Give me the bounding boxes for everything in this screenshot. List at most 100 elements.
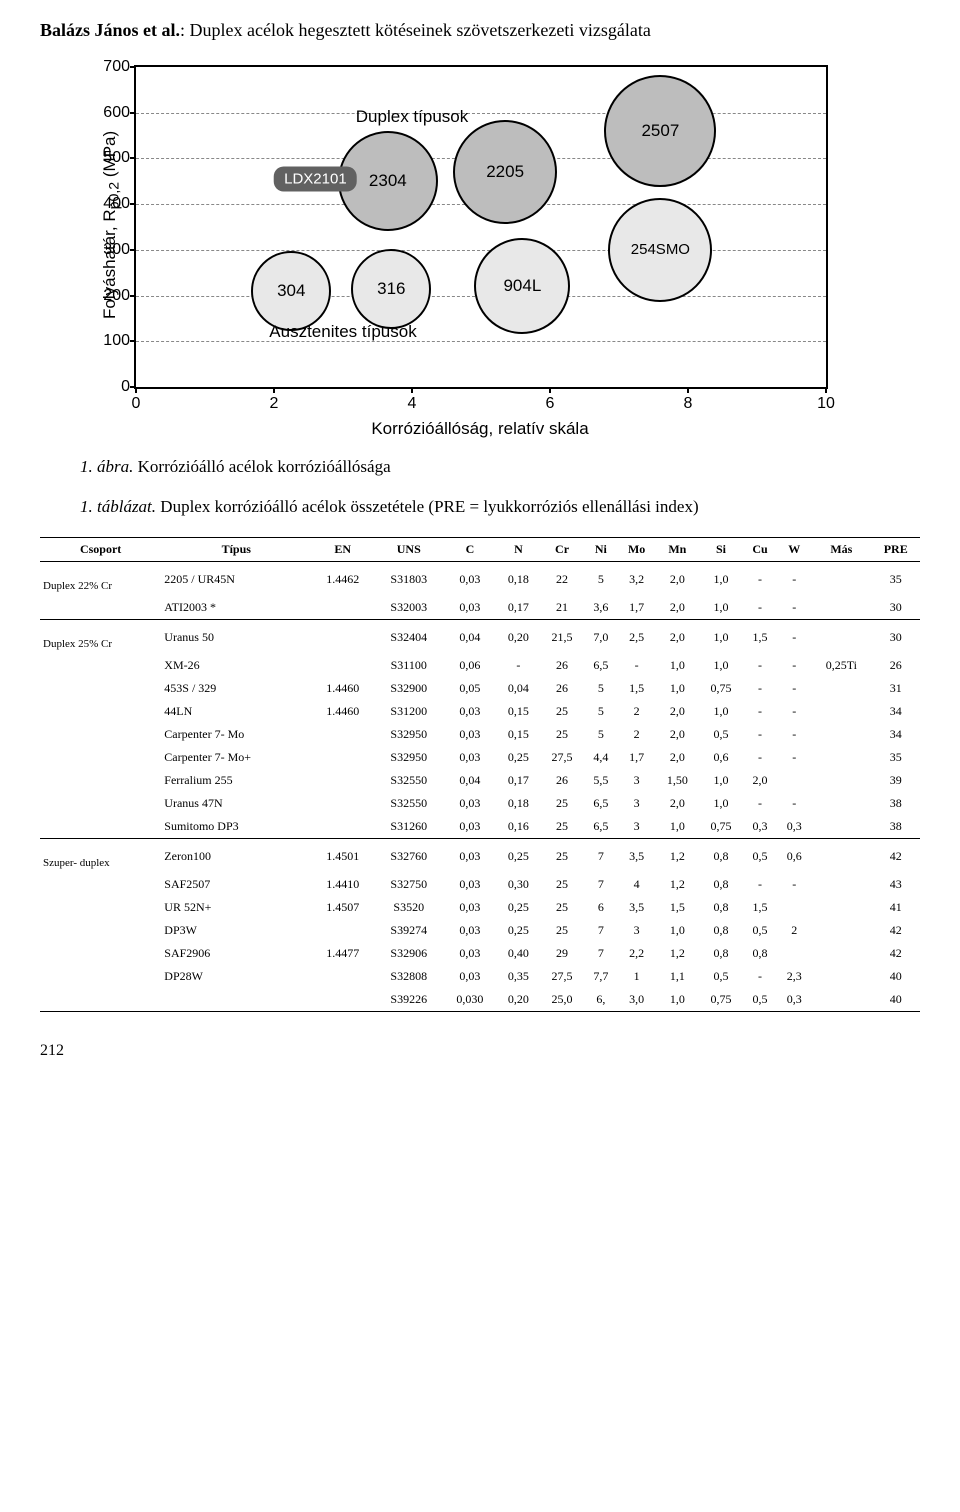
table-cell: 1,7 [618,596,656,620]
table-cell: 26 [540,677,584,700]
table-cell: 0,03 [443,792,496,815]
table-cell [40,677,161,700]
table-cell: 3 [618,919,656,942]
table-cell: 0,25 [497,896,541,919]
table-row: Sumitomo DP3S312600,030,16256,531,00,750… [40,815,920,839]
table-cell [311,620,374,655]
table-cell [811,677,871,700]
x-tick-mark [687,387,689,393]
x-tick-mark [273,387,275,393]
table-cell: 0,16 [497,815,541,839]
table-cell: 5 [584,562,618,597]
table-cell: 42 [871,942,920,965]
table-cell: 0,8 [699,896,743,919]
table-cell: 0,03 [443,896,496,919]
x-tick-mark [411,387,413,393]
table-cell [777,942,811,965]
table-cell [40,873,161,896]
table-cell: 3 [618,792,656,815]
header-authors: Balázs János et al. [40,20,180,40]
table-cell [40,596,161,620]
table-cell: - [777,723,811,746]
table-cell: S32003 [374,596,443,620]
table-cell: 1,0 [699,654,743,677]
table-row: ATI2003 *S320030,030,17213,61,72,01,0--3… [40,596,920,620]
table-row: Uranus 47NS325500,030,18256,532,01,0--38 [40,792,920,815]
table-cell [40,792,161,815]
table-cell: 0,25 [497,839,541,874]
x-tick-label: 8 [684,395,693,413]
table-cell: 1,0 [656,677,700,700]
table-cell: 0,05 [443,677,496,700]
table-cell: 30 [871,620,920,655]
table-row: UR 52N+1.4507S35200,030,252563,51,50,81,… [40,896,920,919]
table-cell: - [497,654,541,677]
table-cell: 0,03 [443,815,496,839]
table-cell: S3520 [374,896,443,919]
table-cell: 7 [584,919,618,942]
table-cell: 40 [871,965,920,988]
table-cell [40,723,161,746]
table-cell: 1.4460 [311,677,374,700]
table-cell: S31200 [374,700,443,723]
table-cell: 0,5 [699,723,743,746]
chart-annotation: Ausztenites típusok [269,322,416,342]
table-cell: 0,03 [443,723,496,746]
table-cell: Zeron100 [161,839,311,874]
table-cell: 2,0 [656,792,700,815]
table-cell: 0,3 [777,815,811,839]
table-cell: 0,6 [777,839,811,874]
table-cell: S32550 [374,769,443,792]
table-cell [40,654,161,677]
table-cell: 42 [871,919,920,942]
table-cell: 5 [584,723,618,746]
table-cell: 0,20 [497,988,541,1012]
table-cell: - [743,746,778,769]
table-cell [40,769,161,792]
table-cell: 21,5 [540,620,584,655]
table-cell: 26 [871,654,920,677]
table-cell: 0,03 [443,942,496,965]
table-cell [311,596,374,620]
table-row: 44LN1.4460S312000,030,1525522,01,0--34 [40,700,920,723]
table-cell: 2,0 [656,746,700,769]
table-cell: 21 [540,596,584,620]
table-cell [811,746,871,769]
page-number: 212 [40,1042,920,1060]
table-cell: 1.4462 [311,562,374,597]
table-cell: 0,25Ti [811,654,871,677]
table-cell: - [743,562,778,597]
col-header: Típus [161,538,311,562]
table-cell: 3,5 [618,839,656,874]
y-tick-label: 100 [90,332,130,350]
table-cell: 27,5 [540,965,584,988]
table-cell [811,815,871,839]
table-cell: S32950 [374,746,443,769]
x-tick-mark [135,387,137,393]
table-cell: 2 [618,723,656,746]
table-cell: - [777,873,811,896]
table-cell [311,746,374,769]
table-cell [811,620,871,655]
table-cell: - [743,873,778,896]
y-tick-label: 700 [90,58,130,76]
table-cell: Szuper- duplex [40,839,161,874]
table-cell: S32750 [374,873,443,896]
table-cell [811,562,871,597]
table-cell: 1,5 [743,620,778,655]
table-cell [811,873,871,896]
table-cell: - [743,792,778,815]
table-cell: SAF2906 [161,942,311,965]
table-cell: 5 [584,677,618,700]
table-cell [811,919,871,942]
y-tick-label: 300 [90,241,130,259]
table-cell: - [743,700,778,723]
table-cell [311,769,374,792]
table-cell [811,700,871,723]
table-cell [811,896,871,919]
table-cell: 0,8 [699,942,743,965]
table-cell: 0,03 [443,596,496,620]
table-cell: 0,17 [497,769,541,792]
table-cell: 22 [540,562,584,597]
table-cell: DP28W [161,965,311,988]
